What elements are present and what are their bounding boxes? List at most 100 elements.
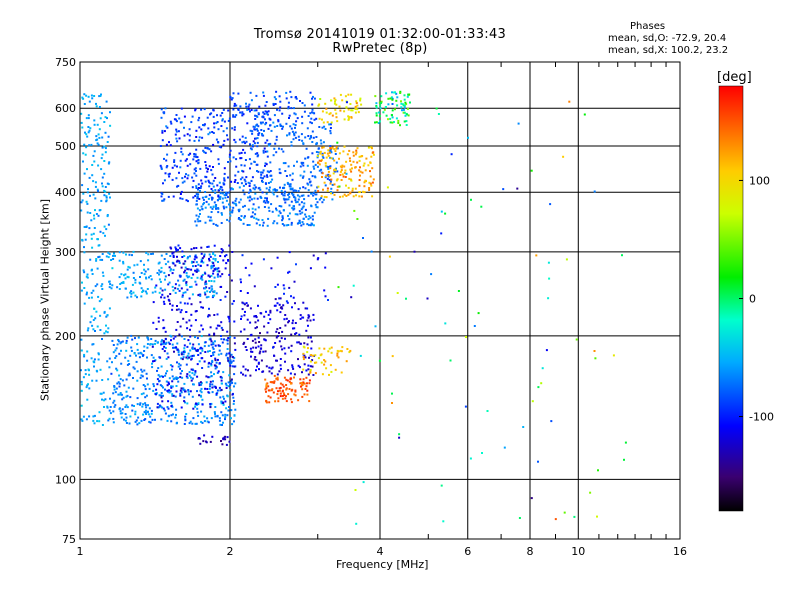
scatter-point [327,173,330,176]
scatter-point [206,290,209,293]
scatter-point [301,102,304,104]
scatter-point [256,128,258,131]
scatter-point [274,342,277,344]
scatter-point [125,339,128,342]
scatter-point [255,369,257,372]
scatter-point [336,354,339,357]
scatter-point [174,287,177,290]
scatter-point [264,197,267,200]
scatter-point [180,391,183,394]
scatter-point [202,124,204,126]
scatter-point [217,128,220,131]
scatter-point [102,232,105,235]
scatter-point [347,115,350,118]
scatter-point [268,171,271,174]
scatter-point [359,354,362,357]
scatter-point [250,262,253,265]
scatter-point [328,373,330,376]
scatter-point [300,224,303,227]
scatter-point [101,185,104,188]
scatter-point [137,336,140,339]
scatter-point [324,176,327,179]
scatter-point [230,279,233,282]
scatter-point [333,193,336,196]
scatter-point [248,103,251,106]
scatter-point [119,412,122,415]
scatter-point [160,340,163,343]
scatter-point [140,272,143,274]
scatter-point [315,151,318,153]
scatter-point [321,154,324,157]
scatter-point [182,350,185,353]
scatter-point [406,95,409,98]
scatter-point [279,364,282,367]
scatter-point [242,189,245,192]
scatter-point [197,269,200,272]
scatter-point [207,365,210,368]
scatter-point [323,125,326,128]
scatter-point [256,155,259,158]
scatter-point [101,258,104,261]
scatter-point [239,178,242,181]
scatter-point [234,141,237,144]
scatter-point [273,147,276,150]
scatter-point [225,407,228,410]
scatter-point [199,389,202,392]
scatter-point [184,266,187,269]
scatter-point [321,176,323,178]
scatter-point [358,184,361,187]
scatter-point [329,364,332,367]
scatter-point [348,177,351,180]
scatter-point [149,275,152,277]
scatter-point [97,214,100,217]
scatter-point [262,115,265,118]
scatter-point [294,213,297,216]
scatter-point [293,376,295,379]
scatter-point [233,373,236,376]
scatter-point [326,121,329,124]
scatter-point [129,396,132,399]
scatter-point [240,182,243,185]
scatter-point [283,287,286,290]
scatter-point [157,367,160,370]
scatter-point [186,257,189,260]
scatter-point [265,385,268,388]
scatter-point [81,419,84,422]
scatter-point [210,274,213,277]
scatter-point [312,194,315,197]
scatter-point [259,350,262,353]
scatter-point [277,397,280,400]
scatter-point [283,224,286,227]
scatter-point [160,116,163,119]
scatter-point [313,211,316,214]
scatter-point [80,380,83,383]
scatter-point [98,128,101,131]
scatter-point [214,254,217,257]
scatter-point [285,395,287,398]
scatter-point [226,414,229,417]
scatter-point [176,140,179,143]
scatter-point [282,304,285,307]
scatter-point [293,189,296,192]
scatter-point [107,162,110,165]
scatter-point [230,361,233,364]
scatter-point [195,193,198,196]
scatter-point [171,394,174,397]
scatter-point [282,150,285,153]
scatter-point [288,251,291,254]
scatter-point [80,201,83,204]
scatter-point [220,338,223,341]
scatter-point [116,286,119,289]
scatter-point [354,489,357,491]
scatter-point [206,116,209,119]
scatter-point [358,159,361,162]
scatter-point [250,198,253,201]
scatter-point [254,327,257,330]
scatter-point [160,254,163,257]
scatter-point [229,211,232,214]
scatter-point [203,360,206,363]
scatter-point [160,343,163,346]
scatter-point [344,169,347,172]
scatter-point [194,336,196,339]
colorbar-tick-label: 0 [749,293,756,306]
